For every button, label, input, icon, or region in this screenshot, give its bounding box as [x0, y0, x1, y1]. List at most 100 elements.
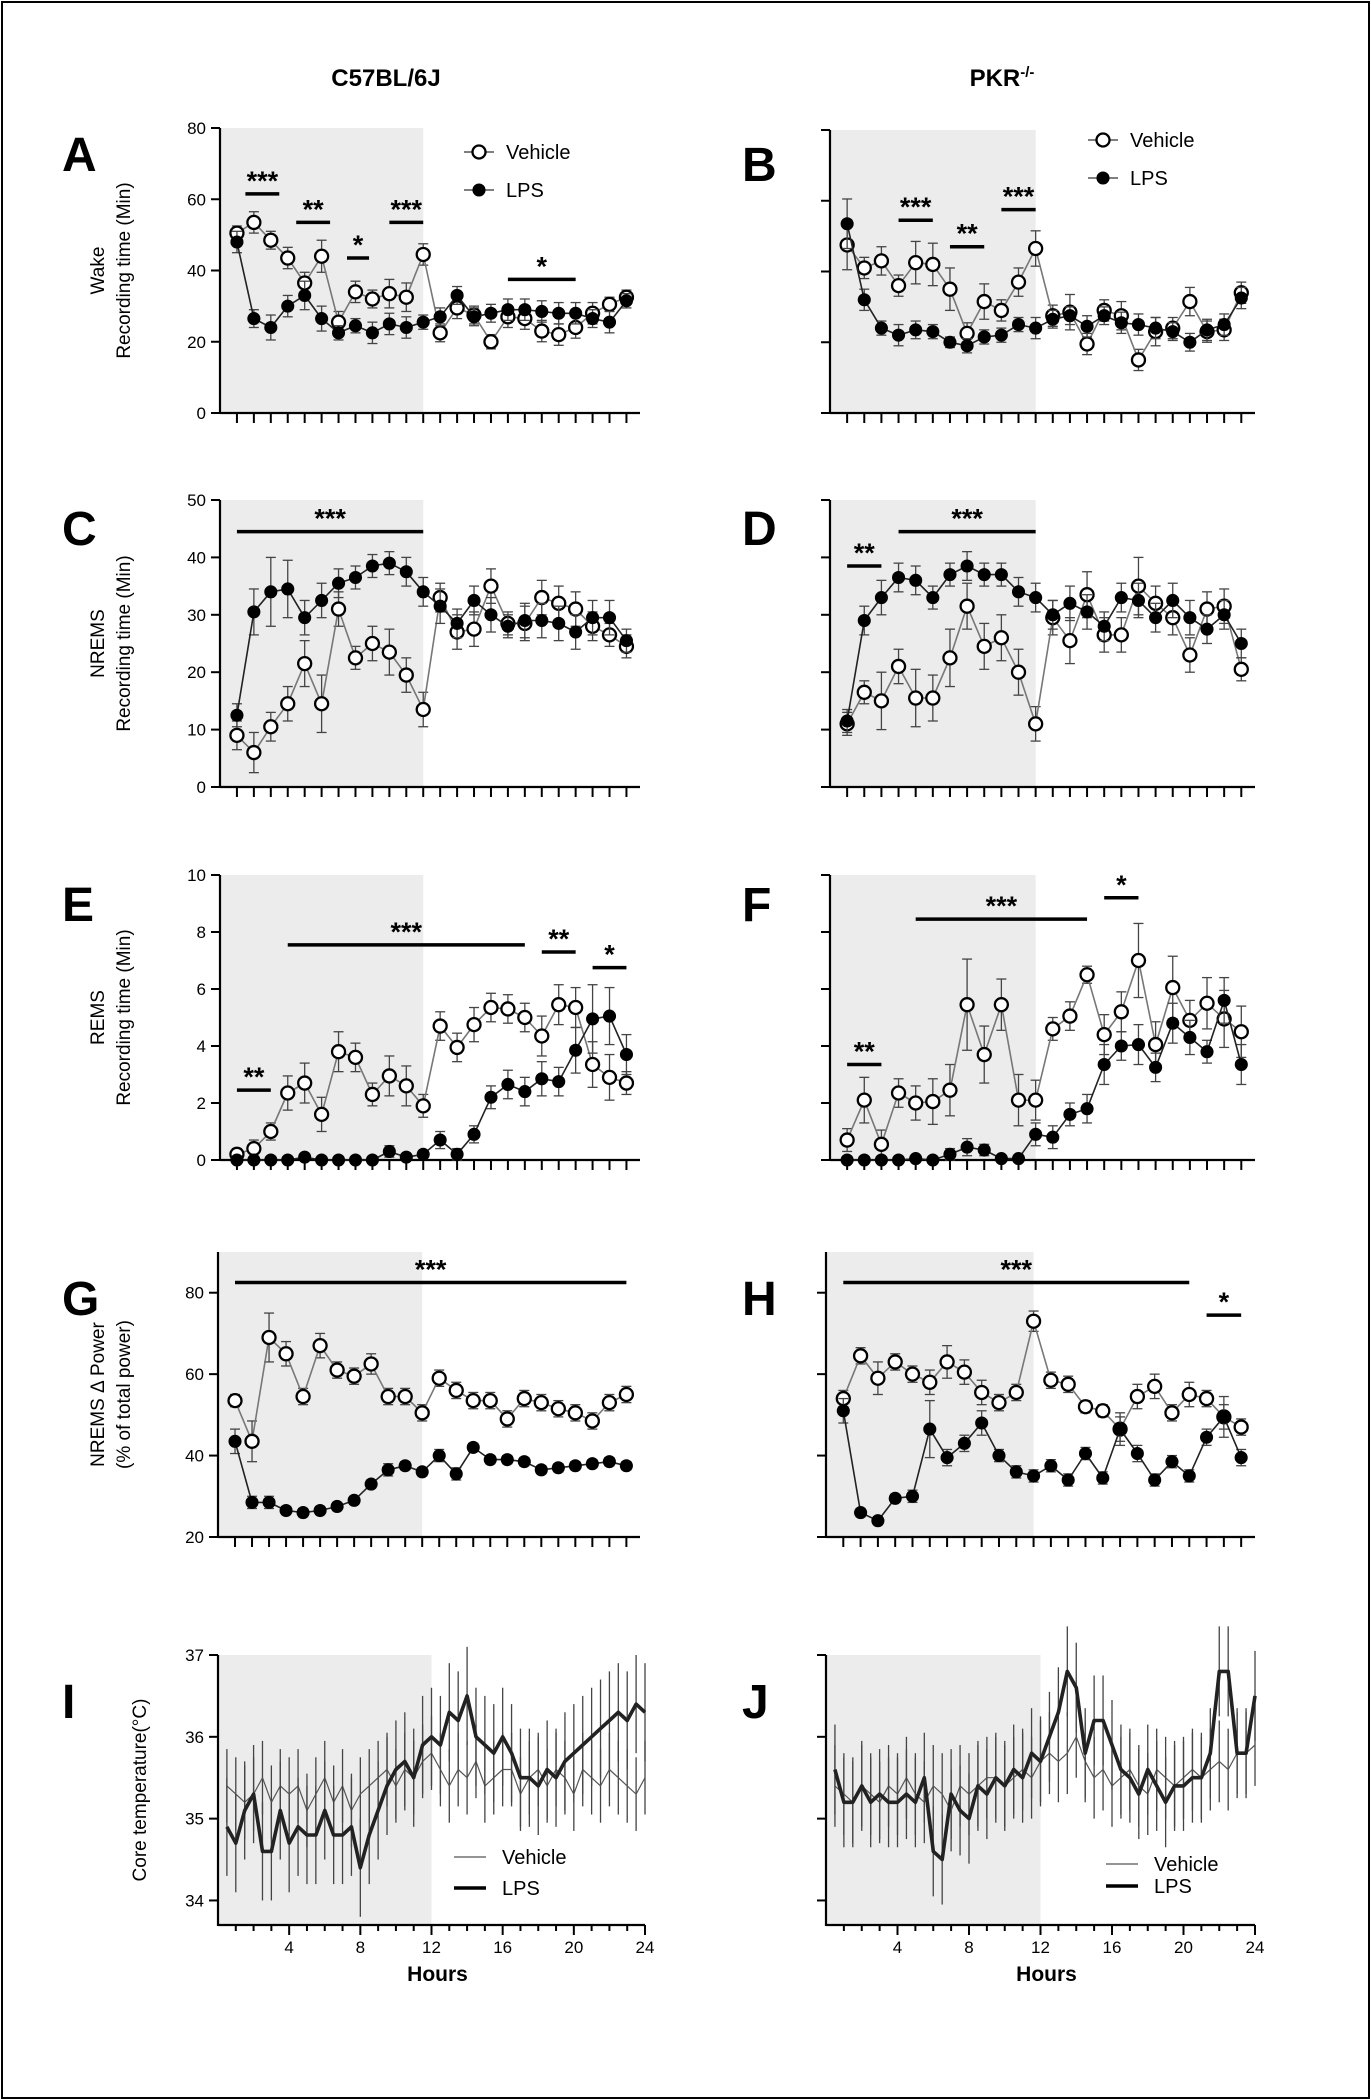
y-axis-title-line: NREMS — [88, 609, 109, 678]
data-point-lps — [994, 1152, 1008, 1166]
data-point-lps — [1234, 1057, 1248, 1072]
data-point-vehicle — [959, 325, 975, 342]
significance-label: * — [1116, 870, 1127, 900]
data-point-vehicle — [347, 1049, 364, 1066]
data-point-lps — [909, 573, 923, 587]
data-point-lps — [619, 1048, 634, 1062]
data-point-lps — [1027, 1469, 1041, 1483]
series-vehicle — [839, 556, 1249, 742]
data-point-lps — [245, 1495, 259, 1509]
y-tick-label: 60 — [187, 190, 206, 209]
panel-letter-g: G — [62, 1273, 99, 1326]
data-point-lps — [247, 312, 261, 326]
data-point-lps — [1061, 1473, 1075, 1487]
data-point-vehicle — [939, 1354, 955, 1370]
data-point-lps — [1080, 319, 1094, 333]
data-point-lps — [923, 1422, 937, 1436]
x-tick-label: 16 — [493, 1938, 512, 1957]
x-tick-label: 20 — [1174, 1938, 1193, 1957]
data-point-vehicle — [398, 1078, 414, 1094]
data-point-lps — [1046, 312, 1060, 326]
data-point-lps — [1114, 591, 1128, 605]
panel-letter-c: C — [62, 503, 97, 556]
data-point-lps — [230, 1153, 244, 1167]
data-point-vehicle — [1181, 1386, 1197, 1403]
data-point-vehicle — [1130, 352, 1147, 368]
series-vehicle — [835, 1310, 1249, 1447]
data-point-lps — [552, 616, 566, 630]
significance-label: ** — [854, 538, 876, 568]
data-point-vehicle — [1062, 1008, 1078, 1024]
data-point-vehicle — [1043, 1372, 1059, 1388]
series-line-vehicle — [226, 1752, 646, 1812]
significance-label: *** — [951, 504, 983, 534]
data-point-lps — [874, 591, 888, 605]
data-point-lps — [1200, 323, 1214, 337]
data-point-lps — [1149, 1060, 1163, 1074]
data-point-lps — [1009, 1465, 1023, 1479]
data-point-lps — [228, 1434, 242, 1448]
data-point-lps — [247, 605, 261, 619]
series-line-lps — [833, 1669, 1257, 1862]
data-point-vehicle — [244, 1433, 260, 1449]
column-title-pkr-main: PKR — [970, 65, 1021, 92]
data-point-lps — [1131, 1038, 1146, 1052]
data-point-lps — [264, 1153, 278, 1167]
data-point-lps — [330, 1499, 344, 1514]
significance-label: ** — [854, 1037, 876, 1067]
data-point-vehicle — [381, 286, 398, 302]
data-point-lps — [943, 568, 957, 582]
data-point-lps — [874, 1153, 888, 1167]
data-point-vehicle — [959, 997, 975, 1013]
data-point-vehicle — [956, 1364, 973, 1380]
data-point-lps — [331, 326, 346, 340]
data-point-vehicle — [534, 1028, 550, 1044]
data-point-vehicle — [246, 1140, 262, 1157]
y-tick-label: 20 — [187, 333, 206, 352]
data-point-vehicle — [1182, 293, 1198, 310]
data-point-lps — [1113, 1422, 1127, 1436]
x-axis-title: Hours — [1016, 1963, 1077, 1986]
data-point-lps — [891, 1153, 906, 1167]
data-point-vehicle — [346, 1368, 362, 1384]
data-point-lps — [619, 294, 634, 308]
data-point-vehicle — [1165, 979, 1181, 996]
x-tick-label: 8 — [964, 1938, 973, 1957]
data-point-vehicle — [870, 1370, 886, 1386]
data-point-lps — [382, 1144, 396, 1158]
data-point-lps — [1063, 1107, 1077, 1121]
data-point-lps — [1011, 1152, 1026, 1166]
y-axis-title-line: Recording time (Min) — [114, 929, 135, 1105]
data-point-lps — [298, 611, 312, 625]
data-point-lps — [1200, 622, 1214, 636]
y-tick-label: 8 — [197, 923, 206, 942]
data-point-vehicle — [330, 601, 347, 617]
data-point-vehicle — [908, 1095, 924, 1111]
data-point-lps — [1166, 593, 1180, 608]
data-point-lps — [977, 330, 991, 344]
data-point-vehicle — [381, 644, 398, 660]
data-point-lps — [500, 1453, 514, 1467]
data-point-lps — [264, 585, 278, 599]
significance-label: *** — [391, 917, 423, 947]
data-point-vehicle — [398, 667, 414, 683]
data-point-vehicle — [1129, 1388, 1146, 1405]
data-point-lps — [836, 1404, 850, 1418]
data-point-lps — [264, 320, 278, 335]
series-lps — [840, 551, 1248, 734]
data-point-vehicle — [313, 248, 330, 264]
panel-i: I 34 35 36 37 4 8 12 16 20 24 Hours Core temperature… — [62, 1646, 654, 1986]
data-point-vehicle — [1164, 1405, 1180, 1421]
x-tick-label: 16 — [1103, 1938, 1122, 1957]
panel-g: G 20 40 60 80 NREMS Δ Power (% of total power)… — [62, 1252, 640, 1547]
data-point-vehicle — [1027, 716, 1044, 732]
data-point-vehicle — [297, 1075, 313, 1091]
data-point-lps — [840, 714, 854, 728]
data-point-vehicle — [890, 658, 907, 675]
legend-marker — [1096, 171, 1110, 185]
data-point-vehicle — [873, 693, 890, 709]
data-point-lps — [416, 585, 430, 599]
data-point-lps — [619, 1459, 633, 1473]
